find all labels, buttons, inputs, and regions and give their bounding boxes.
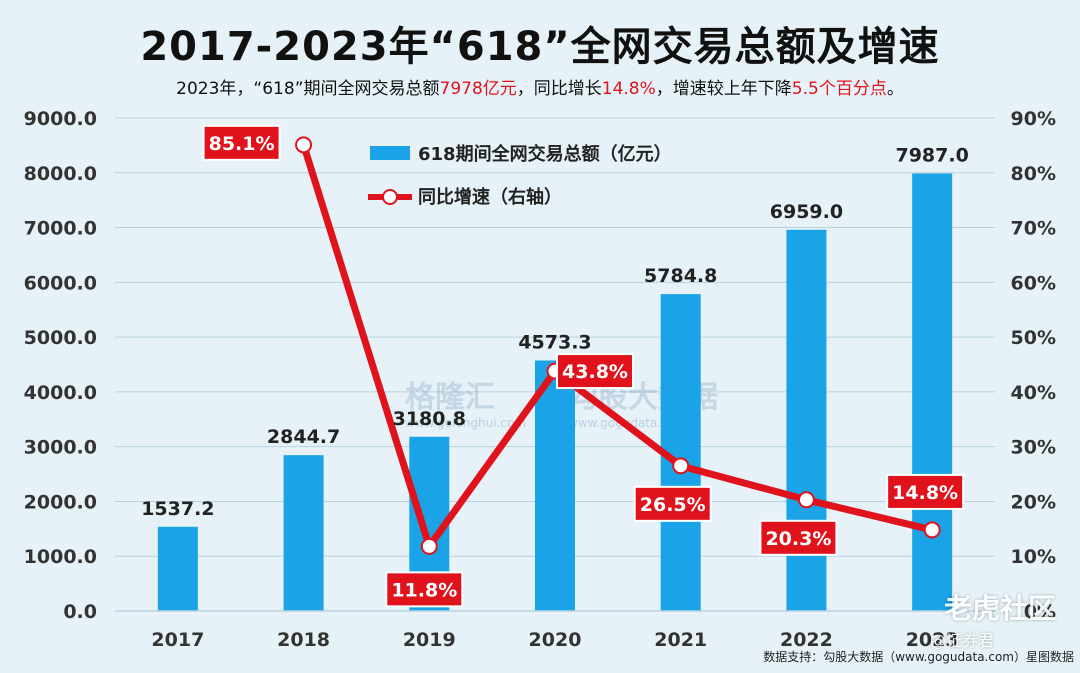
bar <box>912 173 953 612</box>
growth-line <box>300 143 933 550</box>
legend: 618期间全网交易总额（亿元） 同比增速（右轴） <box>368 143 672 208</box>
subtitle-growth-value: 14.8% <box>601 79 656 99</box>
y-right-tick-label: 70% <box>1011 218 1056 240</box>
subtitle-text-4: 。 <box>886 79 904 99</box>
legend-bar-swatch <box>370 146 410 160</box>
growth-label: 26.5% <box>640 494 706 516</box>
y-right-tick-label: 80% <box>1011 163 1056 185</box>
growth-label-box <box>385 571 464 608</box>
source-note: 数据支持：勾股大数据（www.gogudata.com）星图数据 <box>763 650 1074 664</box>
legend-line-label: 同比增速（右轴） <box>418 186 562 208</box>
bar-value-label: 6959.0 <box>770 201 843 223</box>
growth-label-box <box>556 353 634 390</box>
y-right-tick-label: 0% <box>1024 601 1056 623</box>
x-tick-label: 2021 <box>654 629 707 651</box>
y-left-tick-label: 9000.0 <box>24 108 97 130</box>
bar-value-label: 5784.8 <box>644 265 717 287</box>
bar-value-label: 3180.8 <box>393 408 466 430</box>
bar <box>283 455 324 611</box>
growth-label-box <box>202 124 281 161</box>
x-tick-label: 2017 <box>151 629 204 651</box>
growth-label: 43.8% <box>562 361 628 383</box>
growth-point <box>672 457 690 475</box>
y-right-tick-label: 20% <box>1011 491 1056 513</box>
growth-point <box>923 521 941 539</box>
bar-value-label: 7987.0 <box>895 144 968 166</box>
corner-watermark-sub: @证券君 <box>929 631 994 650</box>
growth-label: 85.1% <box>209 133 275 155</box>
y-left-tick-label: 3000.0 <box>24 437 97 459</box>
y-left-tick-label: 6000.0 <box>24 272 97 294</box>
y-left-tick-label: 8000.0 <box>24 163 97 185</box>
growth-label-box <box>886 473 965 510</box>
bar <box>535 360 575 611</box>
bar-value-label: 1537.2 <box>141 498 214 520</box>
chart-title: 2017-2023年“618”全网交易总额及增速 <box>140 24 940 70</box>
data-labels: 1537.2 2844.7 3180.8 4573.3 5784.8 6959.0 7987… <box>141 124 969 608</box>
y-right-tick-label: 90% <box>1011 108 1056 130</box>
y-right-tick-label: 50% <box>1011 327 1056 349</box>
bar-value-label: 4573.3 <box>518 331 591 353</box>
x-tick-label: 2019 <box>403 629 456 651</box>
bar <box>157 526 198 611</box>
x-tick-label: 2020 <box>529 629 582 651</box>
growth-point <box>797 491 815 509</box>
y-left-tick-label: 1000.0 <box>24 546 97 568</box>
y-left-tick-label: 7000.0 <box>24 218 97 240</box>
x-tick-label: 2022 <box>780 629 833 651</box>
y-left-tick-label: 0.0 <box>63 601 97 623</box>
y-right-tick-label: 40% <box>1011 382 1056 404</box>
y-left-tick-label: 4000.0 <box>24 382 97 404</box>
subtitle-text-2: ，同比增长 <box>516 79 602 99</box>
chart-subtitle: 2023年，“618”期间全网交易总额7978亿元，同比增长14.8%，增速较上… <box>0 74 1080 99</box>
x-tick-label: 2018 <box>277 629 330 651</box>
subtitle-text-3: ，增速较上年下降 <box>655 79 792 99</box>
growth-point <box>295 136 313 154</box>
corner-watermark: 老虎社区 <box>943 592 1056 625</box>
y-left-tick-label: 2000.0 <box>24 491 97 513</box>
legend-bar-label: 618期间全网交易总额（亿元） <box>418 143 672 165</box>
watermark-left: 格隆汇 <box>405 380 495 415</box>
subtitle-total-value: 7978亿元 <box>439 79 517 99</box>
growth-label: 14.8% <box>892 482 958 504</box>
y-right-tick-label: 60% <box>1011 272 1056 294</box>
legend-line-marker <box>382 189 398 205</box>
growth-label-box <box>633 485 712 522</box>
growth-label: 20.3% <box>765 528 831 550</box>
y-right-tick-label: 10% <box>1011 546 1056 568</box>
growth-label-box <box>759 519 838 556</box>
growth-label: 11.8% <box>391 579 457 601</box>
watermark-left-url: www.gelonghui.com <box>405 416 526 430</box>
bar-value-label: 2844.7 <box>267 426 340 448</box>
x-tick-label: 2023 <box>906 629 959 651</box>
growth-point <box>420 537 438 555</box>
subtitle-text-1: 2023年，“618”期间全网交易总额 <box>176 79 440 99</box>
y-right-tick-label: 30% <box>1011 437 1056 459</box>
subtitle-decline-value: 5.5个百分点 <box>791 79 887 99</box>
y-left-tick-label: 5000.0 <box>24 327 97 349</box>
axes: 0.0 1000.0 2000.0 3000.0 4000.0 5000.0 6000.0 7… <box>24 108 1056 651</box>
